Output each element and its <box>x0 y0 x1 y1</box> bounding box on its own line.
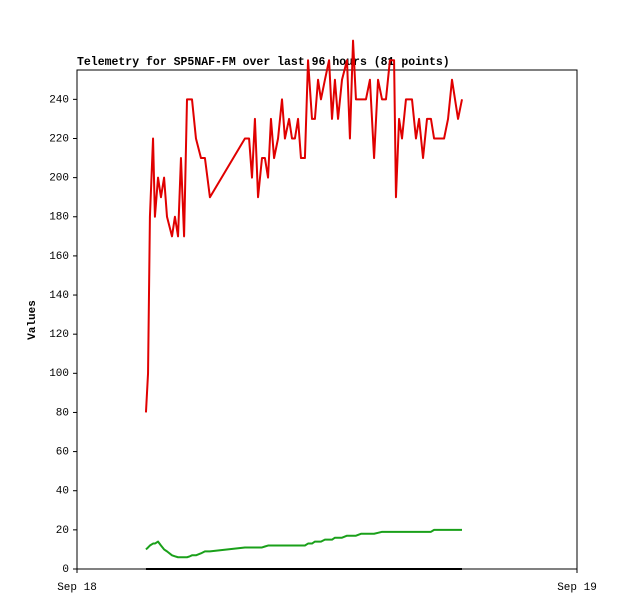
y-axis-label: Values <box>27 300 39 340</box>
x-tick-label: Sep 18 <box>57 582 97 594</box>
y-tick-label: 240 <box>49 94 69 106</box>
chart-title: Telemetry for SP5NAF-FM over last 96 hou… <box>77 56 450 69</box>
y-tick-label: 60 <box>56 446 69 458</box>
x-tick-label: Sep 19 <box>557 582 597 594</box>
y-tick-label: 80 <box>56 407 69 419</box>
y-tick-label: 160 <box>49 251 69 263</box>
y-tick-label: 220 <box>49 133 69 145</box>
y-tick-label: 0 <box>62 564 69 576</box>
y-tick-label: 180 <box>49 212 69 224</box>
series-line <box>145 528 462 559</box>
y-tick-label: 200 <box>49 173 69 185</box>
y-tick-label: 140 <box>49 290 69 302</box>
series-line <box>144 39 463 413</box>
y-tick-label: 100 <box>49 368 69 380</box>
y-tick-label: 40 <box>56 486 69 498</box>
y-tick-label: 20 <box>56 525 69 537</box>
y-tick-label: 120 <box>49 329 69 341</box>
